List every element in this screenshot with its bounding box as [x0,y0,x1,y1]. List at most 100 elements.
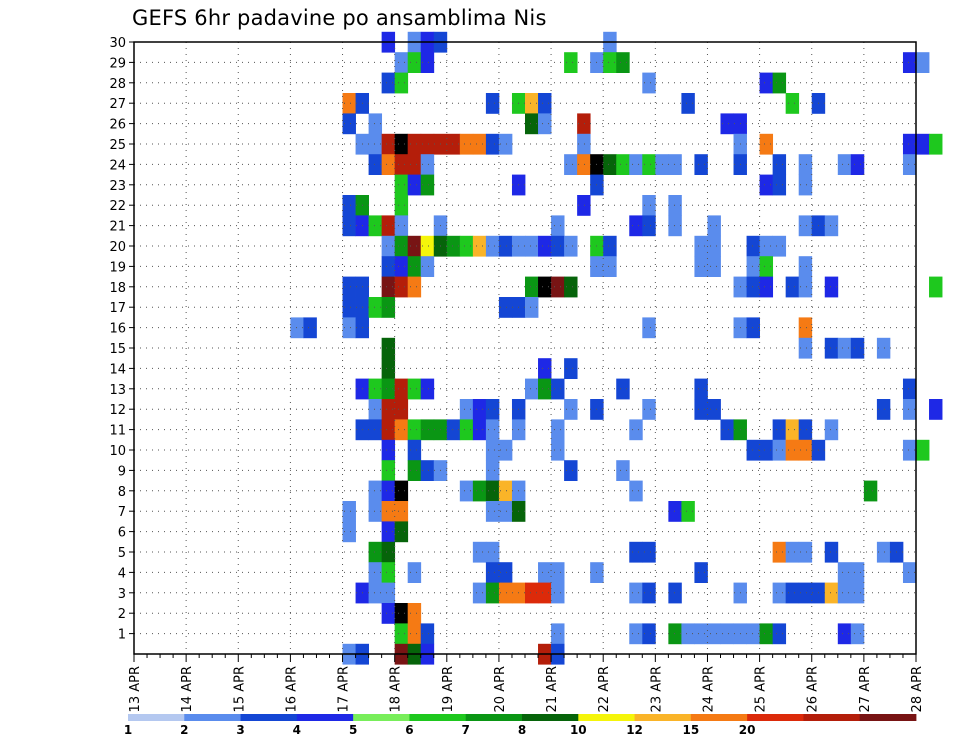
heatmap-cell [498,562,513,583]
heatmap-cell [916,52,930,73]
x-tick-label: 13 APR [128,666,143,712]
y-tick-label: 10 [109,444,126,459]
heatmap-cell [772,582,787,604]
heatmap-cell [472,399,487,420]
heatmap-cell [368,582,383,604]
color-legend: 1 2 3 4 5 6 7 8 10 12 15 20 [124,714,917,737]
heatmap-cell [629,541,643,563]
y-tick-label: 14 [109,362,126,377]
heatmap-cell [603,235,617,257]
heatmap-cell [420,256,435,277]
legend-label: 1 [124,723,132,737]
heatmap-cell [538,562,552,583]
heatmap-cell [694,399,708,420]
heatmap-cell [394,174,409,196]
heatmap-cell [394,154,409,175]
heatmap-cell [577,154,591,175]
heatmap-cell [916,439,930,461]
y-tick-label: 28 [109,77,126,92]
heatmap-cell [876,337,891,359]
heatmap-cell [420,174,435,196]
heatmap-cell [707,235,721,257]
heatmap-cell [394,501,409,522]
heatmap-cell [420,419,435,441]
legend-swatch [578,714,635,721]
heatmap-cell [498,297,513,318]
heatmap-cell [525,113,539,135]
heatmap-cell [394,603,409,624]
heatmap-cell [459,419,474,441]
y-tick-label: 26 [109,118,126,133]
x-tick-label: 27 APR [858,666,873,712]
heatmap-cell [407,154,422,175]
heatmap-cell [798,215,813,237]
heatmap-cell [551,419,565,441]
heatmap-cell [551,378,565,400]
heatmap-cell [381,337,396,359]
heatmap-cell [420,52,435,73]
y-tick-label: 18 [109,281,126,296]
heatmap-cell [485,439,500,461]
legend-label: 2 [180,723,188,737]
heatmap-cell [368,501,383,522]
heatmap-cell [564,460,578,481]
heatmap-cell [902,154,917,175]
heatmap-cell [759,276,774,298]
x-tick-label: 16 APR [284,666,299,712]
x-tick-label: 20 APR [493,666,508,712]
heatmap-cell [759,623,774,645]
heatmap-cell [551,215,565,237]
heatmap-cell [785,582,800,604]
heatmap-cell [837,154,852,175]
y-tick-label: 2 [118,607,126,622]
x-tick-label: 26 APR [806,666,821,712]
heatmap-cell [603,52,617,73]
heatmap-cell [368,154,383,175]
heatmap-cell [394,52,409,73]
heatmap-cell [707,215,721,237]
legend-label: 3 [236,723,244,737]
y-tick-label: 20 [109,240,126,255]
heatmap-cell [381,399,396,420]
heatmap-cell [629,623,643,645]
y-tick-label: 19 [109,260,126,275]
legend-label: 20 [739,723,756,737]
heatmap-cell [902,562,917,583]
heatmap-cell [720,623,734,645]
heatmap-cell [381,72,396,94]
y-tick-label: 12 [109,403,126,418]
heatmap-cell [694,562,708,583]
heatmap-cell [929,276,943,298]
heatmap-cell [381,215,396,237]
heatmap-cell [772,541,787,563]
heatmap-cell [850,582,865,604]
legend-swatch [690,714,748,721]
x-tick-label: 18 APR [389,666,404,712]
legend-label: 15 [683,723,700,737]
heatmap-cell [694,235,708,257]
heatmap-cell [798,174,813,196]
heatmap-cell [446,235,461,257]
heatmap-cell [407,419,422,441]
heatmap-cell [407,133,422,155]
heatmap-cell [485,501,500,522]
heatmap-cell [616,460,630,481]
heatmap-cell [668,582,682,604]
heatmap-cell [420,235,435,257]
heatmap-cell [407,276,422,298]
heatmap-cell [485,562,500,583]
heatmap-cell [798,419,813,441]
heatmap-cell [394,195,409,216]
heatmap-cell [785,541,800,563]
legend-label: 4 [293,723,301,737]
heatmap-cell [759,72,774,94]
y-tick-label: 7 [118,505,126,520]
legend-label: 5 [349,723,357,737]
heatmap-cell [616,52,630,73]
heatmap-cell [772,419,787,441]
legend-swatch [747,714,804,721]
heatmap-cell [876,399,891,420]
x-tick-label: 15 APR [232,666,247,712]
heatmap-cell [798,256,813,277]
